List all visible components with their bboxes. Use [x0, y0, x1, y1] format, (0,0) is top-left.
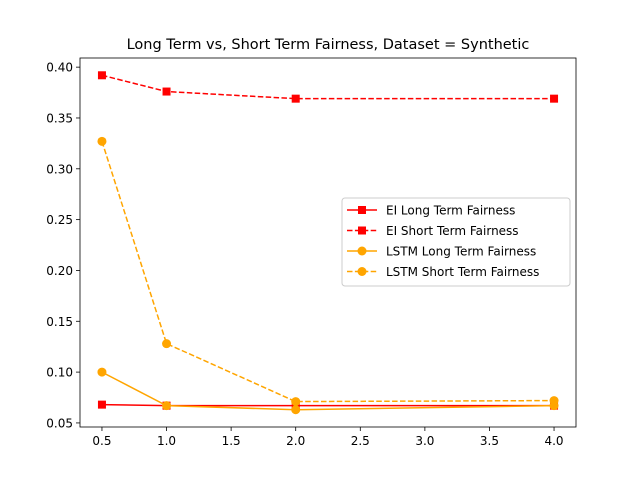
data-point-square: [291, 94, 300, 103]
x-tick-label: 3.0: [415, 434, 434, 448]
legend-label: EI Short Term Fairness: [386, 224, 519, 238]
data-point-circle: [549, 396, 559, 406]
y-tick-label: 0.10: [46, 366, 73, 380]
y-tick-label: 0.35: [46, 111, 73, 125]
series-group: [97, 71, 559, 415]
data-point-square: [97, 400, 106, 409]
y-tick-label: 0.25: [46, 213, 73, 227]
legend-marker-square: [358, 206, 366, 214]
legend: EI Long Term Fairness EI Short Term Fairn…: [341, 197, 571, 287]
series-line-ei-short-term-fairness: [101, 74, 555, 100]
legend-marker-circle: [357, 267, 367, 276]
data-point-circle: [97, 367, 107, 377]
chart-title: Long Term vs, Short Term Fairness, Datas…: [127, 37, 530, 53]
legend-label: LSTM Short Term Fairness: [386, 265, 539, 279]
legend-marker-square: [358, 226, 366, 235]
x-tick-label: 2.5: [351, 434, 370, 448]
y-tick-label: 0.40: [46, 61, 73, 75]
x-tick-label: 0.5: [92, 434, 111, 448]
x-tick-label: 1.5: [222, 434, 241, 448]
legend-box: [341, 197, 571, 287]
y-tick-label: 0.20: [46, 264, 73, 278]
series-line-lstm-short-term-fairness: [101, 141, 555, 403]
series-line-ei-long-term-fairness: [101, 403, 555, 407]
x-tick-label: 3.5: [480, 434, 499, 448]
data-point-square: [162, 87, 171, 96]
series-line-lstm-long-term-fairness: [101, 371, 555, 411]
data-point-square: [550, 94, 559, 103]
data-point-circle: [291, 397, 301, 407]
data-point-square: [97, 71, 106, 80]
data-point-circle: [162, 401, 172, 411]
legend-marker-circle: [357, 246, 367, 256]
y-tick-label: 0.05: [46, 416, 73, 430]
series-lstm-short-term-fairness: [97, 136, 559, 407]
x-tick-label: 2.0: [286, 434, 305, 448]
data-point-circle: [291, 405, 301, 415]
plot-frame: [79, 57, 577, 428]
series-lstm-long-term-fairness: [97, 367, 559, 415]
y-tick-label: 0.15: [46, 315, 73, 329]
data-point-circle: [97, 136, 107, 146]
x-tick-label: 1.0: [157, 434, 176, 448]
axes: 0.5 1.0 1.5 2.0 2.5 3.0 3.5 4.0 0.05 0.10 0.15 0.20…: [46, 57, 577, 448]
y-tick-label: 0.30: [46, 162, 73, 176]
x-tick-label: 4.0: [544, 434, 563, 448]
legend-label: EI Long Term Fairness: [386, 204, 515, 218]
legend-label: LSTM Long Term Fairness: [386, 245, 536, 259]
series-ei-short-term-fairness: [97, 71, 559, 103]
data-point-circle: [162, 339, 172, 349]
